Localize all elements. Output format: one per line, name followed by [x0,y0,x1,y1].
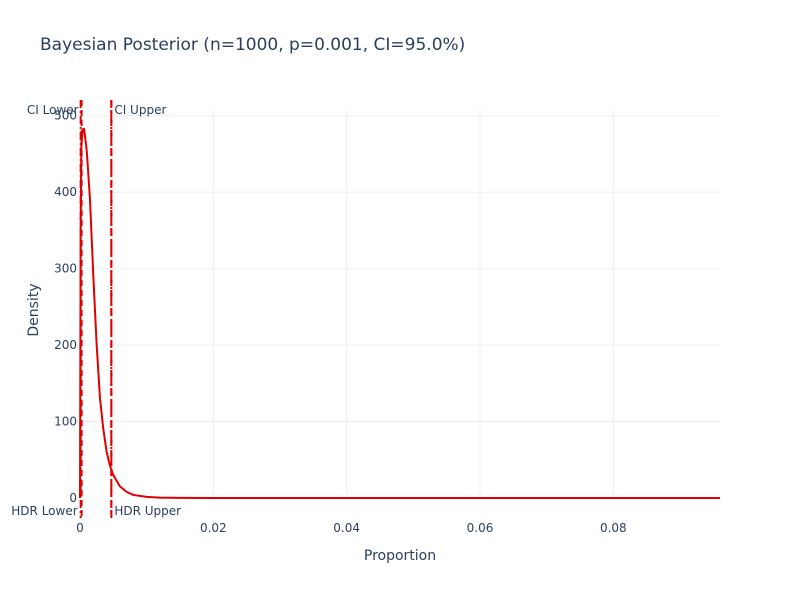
hdr-lower-label: HDR Lower [11,504,77,518]
y-tick-labels: 0 100 200 300 400 500 [54,109,77,505]
x-tick-label: 0.06 [467,521,494,535]
y-tick-label: 100 [54,415,77,429]
x-tick-label: 0.04 [333,521,360,535]
x-tick-label: 0 [76,521,84,535]
posterior-density-line [79,127,720,499]
y-tick-label: 0 [69,491,77,505]
vline-layer: CI Lower CI Upper HDR Lower HDR Upper [11,100,181,518]
curve-layer [79,127,720,499]
ci-lower-label: CI Lower [27,103,79,117]
y-tick-label: 400 [54,185,77,199]
x-tick-label: 0.02 [200,521,227,535]
y-axis-title: Density [26,283,42,336]
ci-upper-label: CI Upper [114,103,166,117]
chart-title: Bayesian Posterior (n=1000, p=0.001, CI=… [40,35,465,55]
x-tick-label: 0.08 [600,521,627,535]
grid-layer [80,108,720,498]
hdr-upper-label: HDR Upper [114,504,181,518]
y-tick-label: 300 [54,262,77,276]
y-tick-label: 200 [54,338,77,352]
x-tick-labels: 0 0.02 0.04 0.06 0.08 [76,521,627,535]
y-tick-label: 500 [54,109,77,123]
x-axis-title: Proportion [364,548,436,564]
